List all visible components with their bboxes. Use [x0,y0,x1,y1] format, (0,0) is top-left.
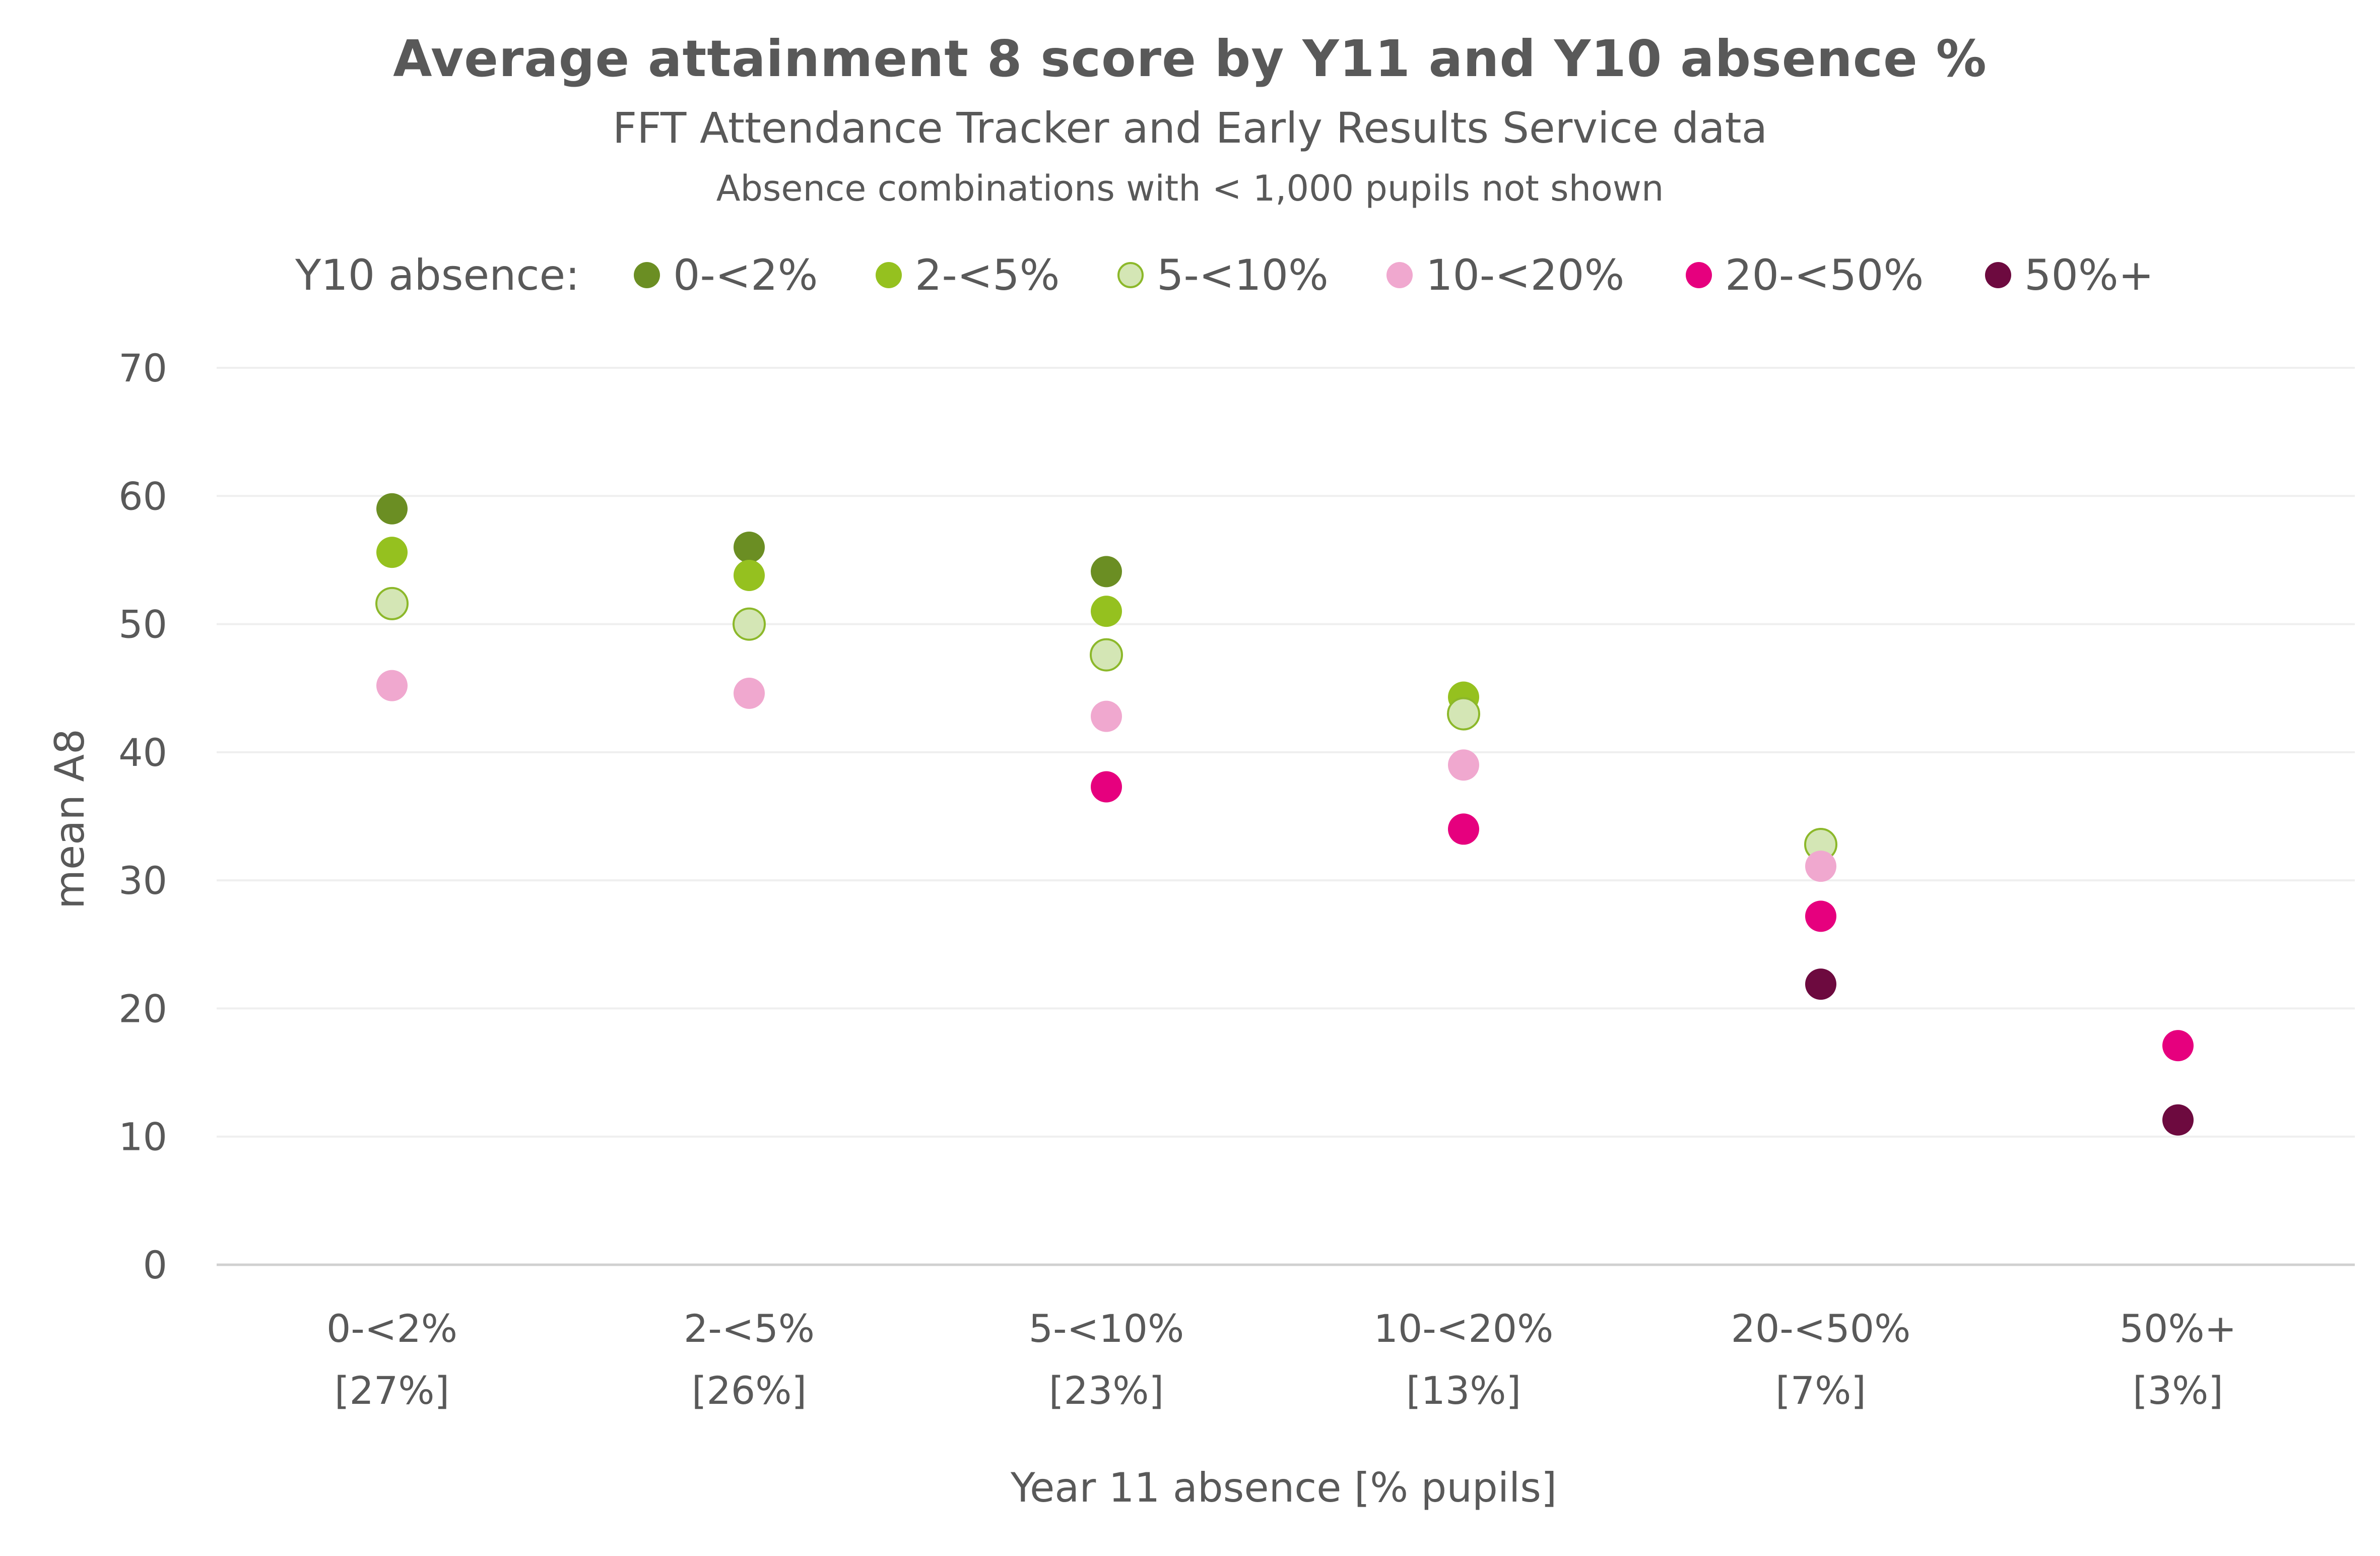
legend-label: 50%+ [2024,250,2154,300]
x-tick-label: 5-<10% [1029,1306,1184,1351]
legend-marker-icon [1686,262,1712,288]
y-tick-labels: 0 10 20 30 40 50 60 70 [118,346,167,1287]
legend-title: Y10 absence: [295,250,580,300]
y-tick-label: 10 [118,1115,167,1159]
legend-label: 2-<5% [915,250,1060,300]
x-tick-label: 0-<2% [326,1306,457,1351]
x-tick-labels: 0-<2% [27%] 2-<5% [26%] 5-<10% [23%] 10-<20% [1… [326,1306,2236,1413]
chart-note: Absence combinations with < 1,000 pupils… [716,168,1664,209]
data-point [733,607,766,641]
legend-marker-icon [876,262,902,288]
x-tick-share-label: [3%] [2133,1368,2223,1413]
y-tick-label: 40 [118,730,167,775]
legend-label: 10-<20% [1426,250,1625,300]
x-tick-label: 2-<5% [684,1306,815,1351]
y-tick-label: 70 [118,346,167,391]
data-point [376,537,408,568]
data-point [1091,700,1122,732]
x-tick-share-label: [23%] [1049,1368,1164,1413]
x-tick-label: 20-<50% [1731,1306,1911,1351]
data-point [2162,1104,2194,1136]
y-tick-label: 50 [118,602,167,647]
x-tick-share-label: [13%] [1406,1368,1521,1413]
data-point [1091,596,1122,627]
y-tick-label: 30 [118,858,167,903]
data-point [1805,968,1836,1000]
legend-marker-icon [1985,262,2011,288]
legend-item-y10-50-plus: 50%+ [1985,250,2154,300]
chart-title: Average attainment 8 score by Y11 and Y1… [393,29,1987,88]
data-point [1805,900,1836,932]
legend: Y10 absence: 0-<2% 2-<5% 5-<10% 10-<20% … [0,250,2380,306]
data-point [1091,556,1122,588]
data-point [1448,813,1479,845]
x-tick-share-label: [27%] [335,1368,449,1413]
legend-marker-icon [634,262,660,288]
chart-subtitle: FFT Attendance Tracker and Early Results… [612,103,1768,153]
legend-label: 0-<2% [673,250,818,300]
legend-marker-icon [1117,262,1144,288]
data-point [2162,1030,2194,1062]
y-tick-label: 0 [143,1243,167,1287]
data-point [1091,771,1122,803]
data-point [375,587,409,620]
legend-label: 5-<10% [1157,250,1329,300]
legend-marker-icon [1386,262,1413,288]
y-tick-label: 60 [118,474,167,518]
data-point [1090,638,1123,672]
x-axis-title: Year 11 absence [% pupils] [1010,1464,1557,1511]
data-point [1805,851,1836,882]
legend-item-y10-0-2: 0-<2% [634,250,818,300]
x-tick-label: 10-<20% [1374,1306,1554,1351]
gridlines [217,367,2355,1138]
legend-item-y10-20-50: 20-<50% [1686,250,1924,300]
legend-item-y10-10-20: 10-<20% [1386,250,1624,300]
x-tick-share-label: [7%] [1775,1368,1866,1413]
data-point [734,559,765,591]
data-points [375,493,2194,1136]
data-point [734,677,765,709]
legend-label: 20-<50% [1725,250,1924,300]
data-point [1448,749,1479,781]
data-point [376,493,408,525]
y-tick-label: 20 [118,986,167,1031]
data-point [1447,697,1480,731]
x-tick-share-label: [26%] [692,1368,807,1413]
data-point [734,532,765,563]
data-point [376,670,408,701]
y-axis-title: mean A8 [46,729,93,909]
legend-item-y10-2-5: 2-<5% [876,250,1060,300]
legend-item-y10-5-10: 5-<10% [1117,250,1329,300]
x-tick-label: 50%+ [2120,1306,2237,1351]
